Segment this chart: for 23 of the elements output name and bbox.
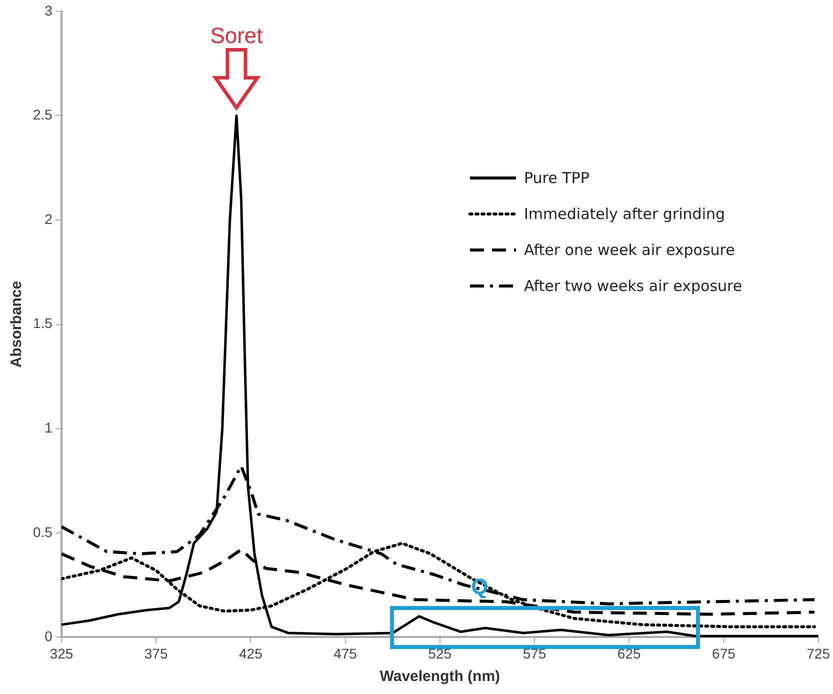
x-tick-label: 425 xyxy=(238,645,263,662)
legend-label: After one week air exposure xyxy=(524,241,735,259)
x-tick-label: 525 xyxy=(428,645,452,662)
x-tick-label: 475 xyxy=(334,645,358,662)
annotation: Soret xyxy=(210,22,263,48)
x-tick-label: 725 xyxy=(806,645,830,662)
legend-label: Pure TPP xyxy=(524,169,590,187)
y-tick-label: 3 xyxy=(44,2,53,18)
x-tick-label: 625 xyxy=(617,645,641,662)
x-tick-label: 325 xyxy=(50,645,74,662)
x-tick-label: 675 xyxy=(712,645,736,662)
y-axis-title: Absorbance xyxy=(8,280,26,368)
x-axis-title: Wavelength (nm) xyxy=(380,668,500,686)
legend-label: Immediately after grinding xyxy=(524,205,726,223)
y-tick-label: 1.5 xyxy=(32,315,53,332)
legend-label: After two weeks air exposure xyxy=(524,277,742,295)
x-tick-label: 575 xyxy=(522,645,546,662)
y-tick-label: 0 xyxy=(44,628,53,644)
x-tick-label: 375 xyxy=(144,645,168,662)
y-tick-label: 2.5 xyxy=(32,106,53,123)
y-tick-label: 0.5 xyxy=(32,524,53,540)
y-tick-label: 2 xyxy=(44,210,53,227)
y-tick-label: 1 xyxy=(44,419,53,436)
